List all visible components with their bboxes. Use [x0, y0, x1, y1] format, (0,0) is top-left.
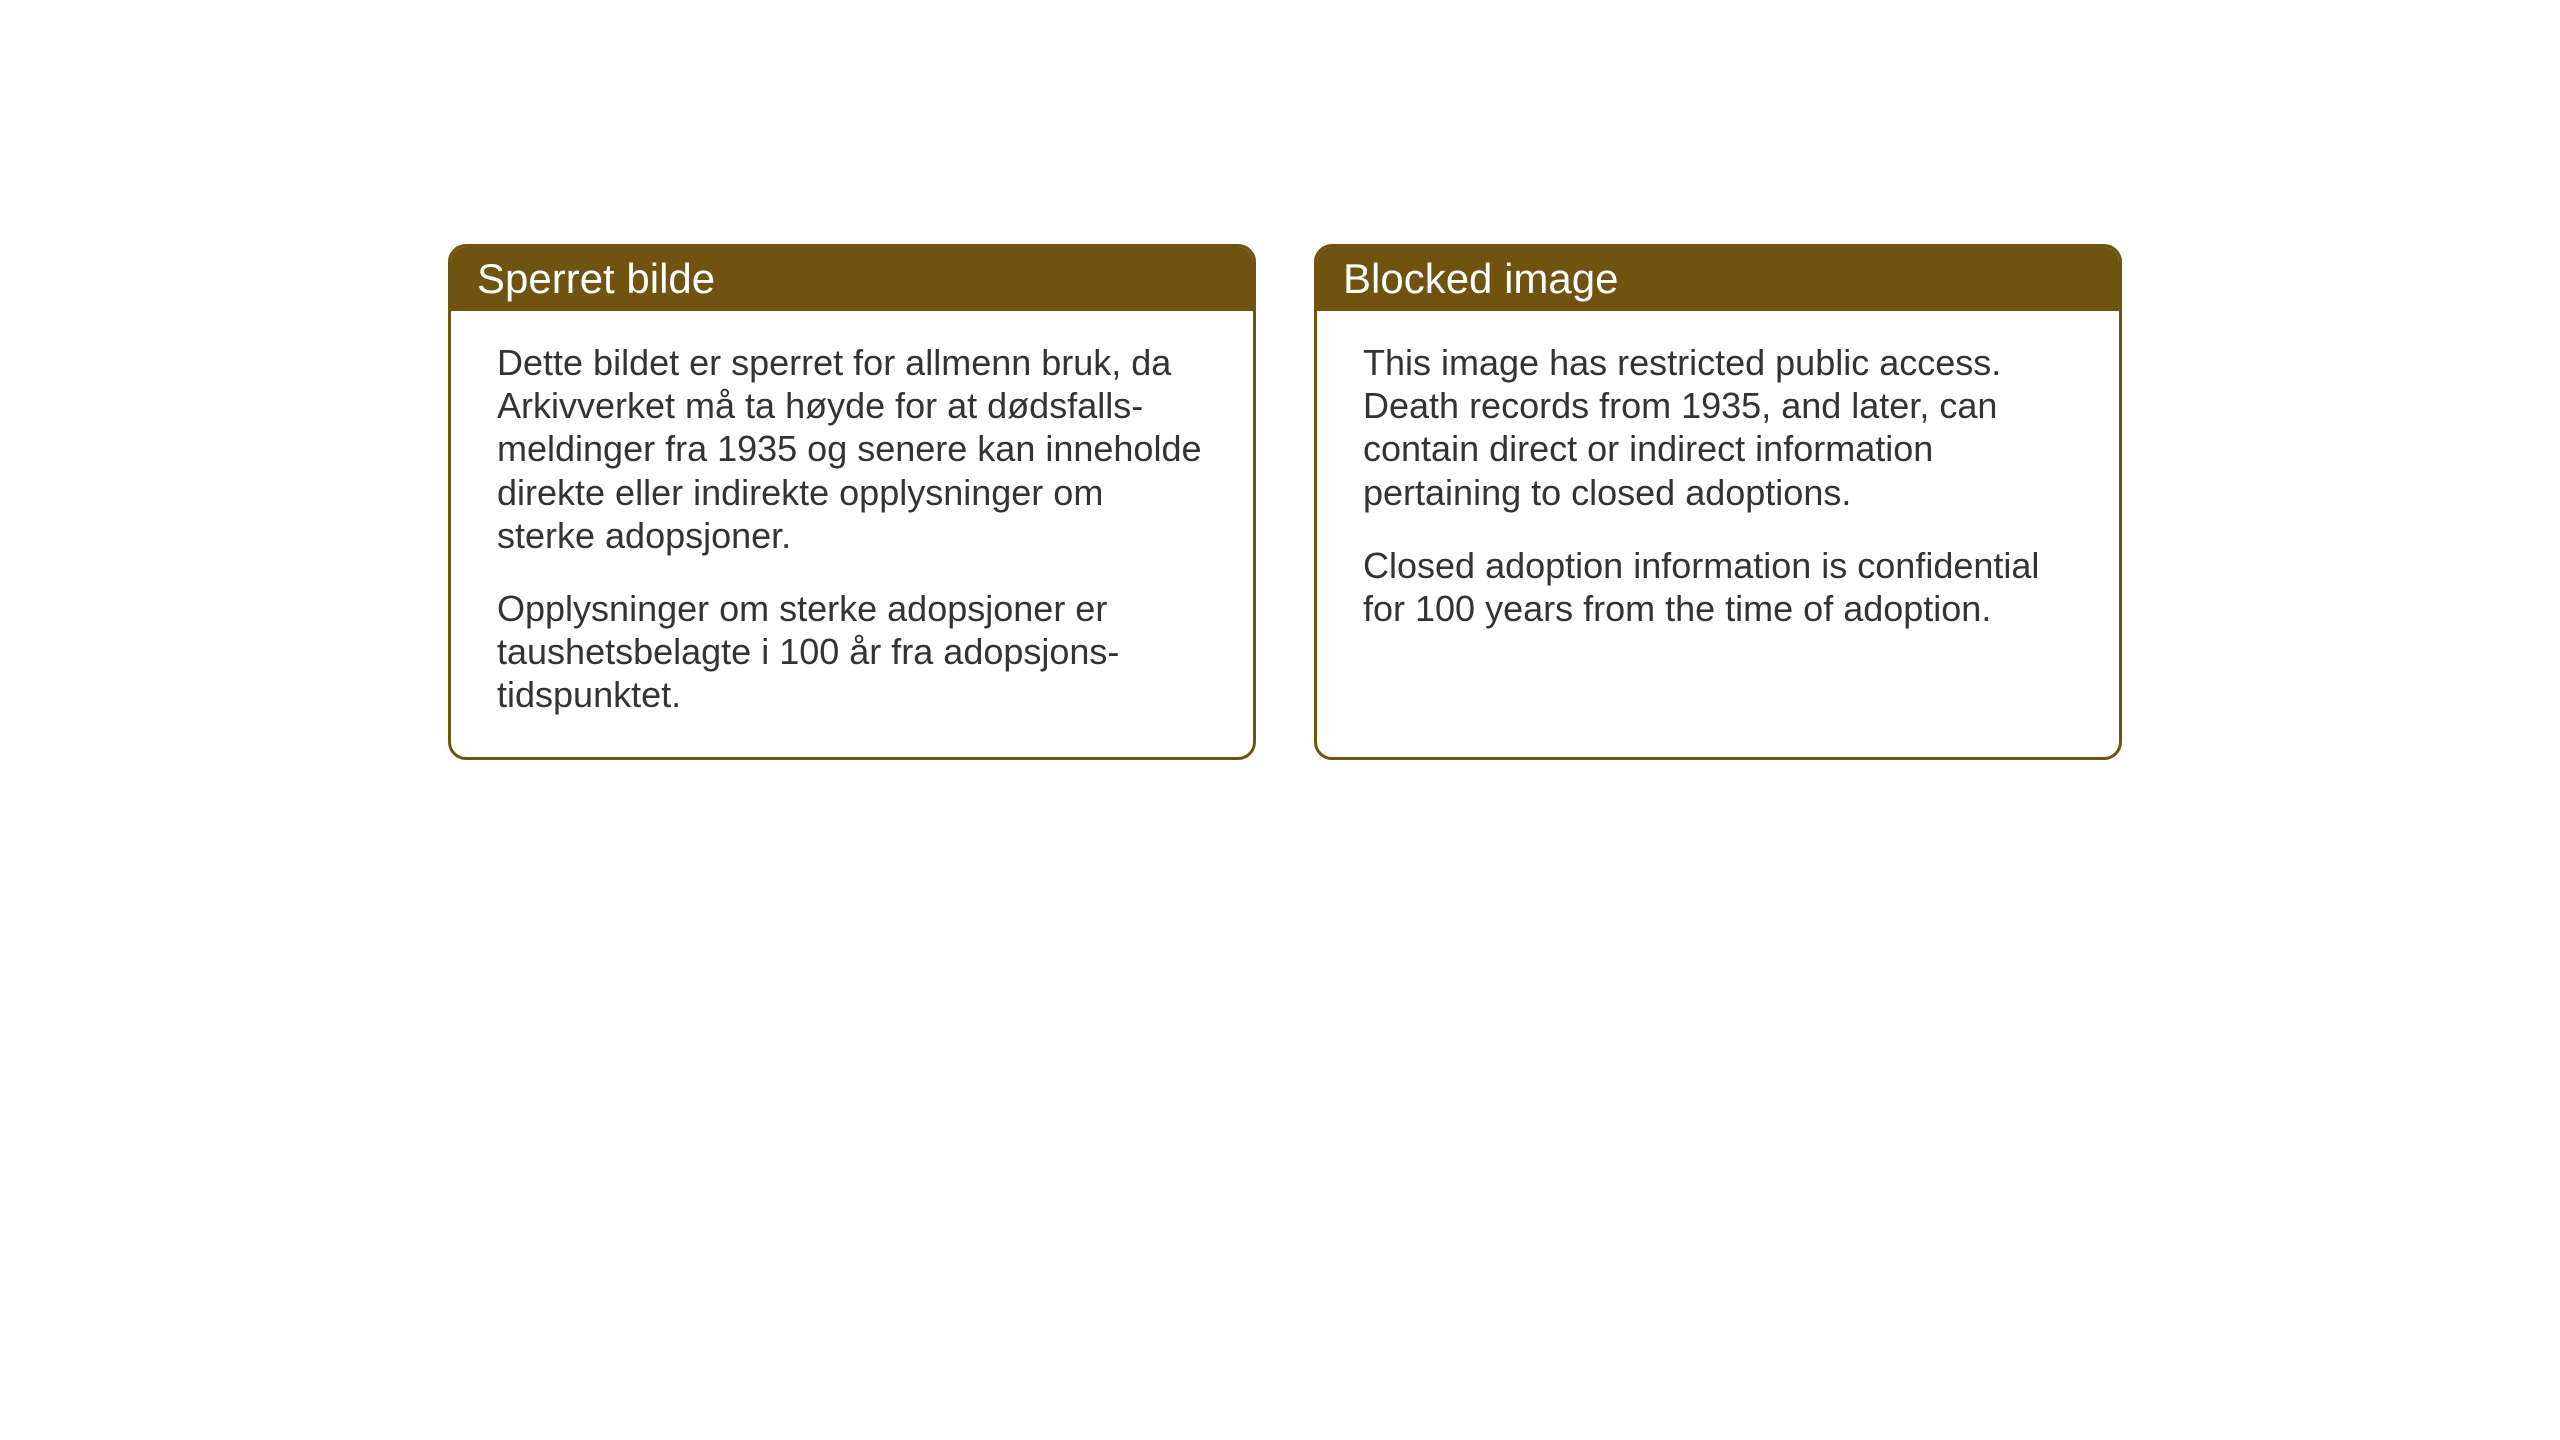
- card-english: Blocked image This image has restricted …: [1314, 244, 2122, 760]
- card-english-paragraph-2: Closed adoption information is confident…: [1363, 544, 2073, 630]
- card-english-paragraph-1: This image has restricted public access.…: [1363, 341, 2073, 514]
- cards-container: Sperret bilde Dette bildet er sperret fo…: [448, 244, 2122, 760]
- card-english-header: Blocked image: [1317, 247, 2119, 311]
- card-norwegian: Sperret bilde Dette bildet er sperret fo…: [448, 244, 1256, 760]
- card-english-title: Blocked image: [1343, 255, 1618, 302]
- card-norwegian-header: Sperret bilde: [451, 247, 1253, 311]
- card-norwegian-title: Sperret bilde: [477, 255, 715, 302]
- card-english-body: This image has restricted public access.…: [1317, 311, 2119, 670]
- card-norwegian-body: Dette bildet er sperret for allmenn bruk…: [451, 311, 1253, 757]
- card-norwegian-paragraph-1: Dette bildet er sperret for allmenn bruk…: [497, 341, 1207, 557]
- card-norwegian-paragraph-2: Opplysninger om sterke adopsjoner er tau…: [497, 587, 1207, 717]
